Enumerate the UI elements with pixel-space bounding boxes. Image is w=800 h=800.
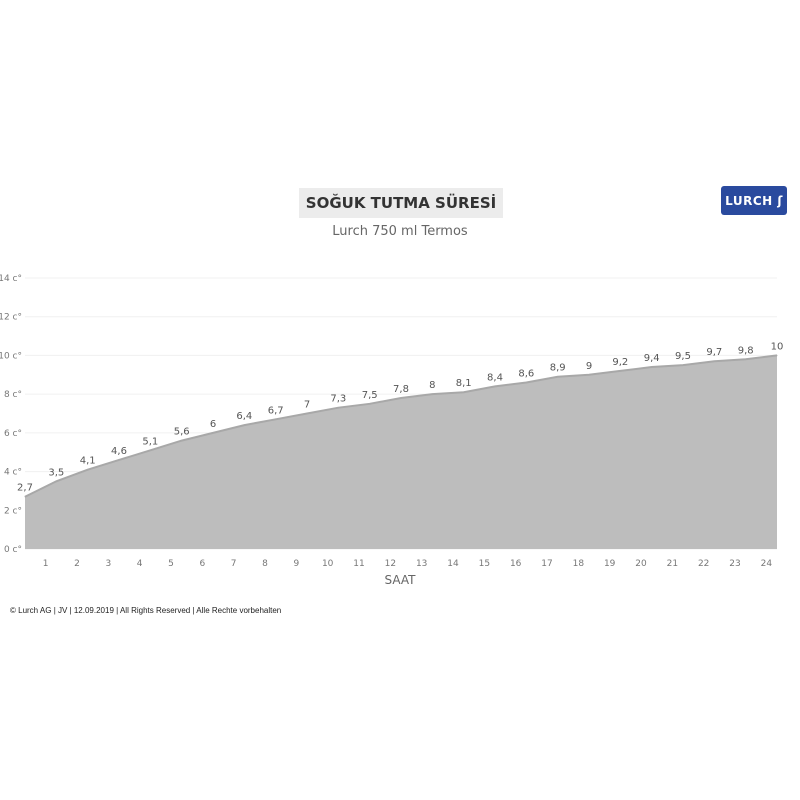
data-point bbox=[463, 391, 465, 393]
y-tick-label: 14 c° bbox=[0, 274, 22, 284]
lurch-logo: LURCH ʃ bbox=[721, 186, 787, 215]
lizard-icon: ʃ bbox=[777, 193, 783, 208]
data-label: 6,4 bbox=[236, 411, 252, 422]
data-label: 7,5 bbox=[362, 390, 378, 401]
data-point bbox=[400, 397, 402, 399]
x-tick-label: 15 bbox=[479, 559, 490, 569]
x-tick-label: 2 bbox=[74, 559, 80, 569]
data-point bbox=[275, 418, 277, 420]
data-label: 9,8 bbox=[738, 345, 754, 356]
data-point bbox=[243, 424, 245, 426]
data-label: 5,6 bbox=[174, 427, 190, 438]
y-tick-label: 12 c° bbox=[0, 313, 22, 323]
data-label: 6,7 bbox=[268, 405, 284, 416]
data-point bbox=[745, 358, 747, 360]
data-point bbox=[494, 385, 496, 387]
data-label: 7 bbox=[304, 400, 310, 411]
x-tick-label: 9 bbox=[293, 559, 299, 569]
chart-title: SOĞUK TUTMA SÜRESİ bbox=[299, 188, 503, 218]
data-label: 9 bbox=[586, 361, 592, 372]
chart-subtitle: Lurch 750 ml Termos bbox=[332, 224, 468, 239]
y-tick-label: 4 c° bbox=[4, 468, 22, 478]
data-label: 4,6 bbox=[111, 446, 127, 457]
data-label: 9,5 bbox=[675, 351, 691, 362]
x-tick-label: 4 bbox=[137, 559, 143, 569]
x-tick-label: 18 bbox=[573, 559, 585, 569]
data-point bbox=[337, 407, 339, 409]
data-point bbox=[557, 376, 559, 378]
y-tick-label: 8 c° bbox=[4, 390, 22, 400]
data-label: 8,9 bbox=[550, 363, 566, 374]
x-tick-label: 13 bbox=[416, 559, 427, 569]
x-axis-label: SAAT bbox=[385, 573, 417, 587]
data-point bbox=[776, 354, 778, 356]
logo-text: LURCH bbox=[725, 193, 773, 208]
data-label: 8,1 bbox=[456, 378, 472, 389]
data-point bbox=[181, 440, 183, 442]
data-label: 9,7 bbox=[706, 347, 722, 358]
y-tick-label: 0 c° bbox=[4, 545, 22, 555]
data-label: 4,1 bbox=[80, 456, 96, 467]
data-point bbox=[713, 360, 715, 362]
x-tick-label: 8 bbox=[262, 559, 268, 569]
data-label: 9,4 bbox=[644, 353, 660, 364]
data-point bbox=[525, 382, 527, 384]
x-tick-label: 5 bbox=[168, 559, 174, 569]
data-point bbox=[87, 469, 89, 471]
x-tick-label: 16 bbox=[510, 559, 522, 569]
data-label: 6 bbox=[210, 419, 216, 430]
y-tick-label: 2 c° bbox=[4, 506, 22, 516]
data-label: 5,1 bbox=[142, 436, 158, 447]
data-point bbox=[149, 449, 151, 451]
data-label: 2,7 bbox=[17, 483, 33, 494]
x-tick-label: 14 bbox=[447, 559, 459, 569]
x-tick-label: 19 bbox=[604, 559, 616, 569]
x-tick-label: 7 bbox=[231, 559, 237, 569]
data-point bbox=[55, 480, 57, 482]
x-tick-label: 24 bbox=[761, 559, 773, 569]
data-point bbox=[619, 370, 621, 372]
x-tick-label: 11 bbox=[353, 559, 364, 569]
data-label: 8,4 bbox=[487, 372, 503, 383]
data-point bbox=[369, 403, 371, 405]
copyright-footer: © Lurch AG | JV | 12.09.2019 | All Right… bbox=[10, 606, 282, 615]
data-label: 3,5 bbox=[48, 467, 64, 478]
x-tick-label: 21 bbox=[667, 559, 678, 569]
data-point bbox=[431, 393, 433, 395]
x-tick-label: 1 bbox=[43, 559, 49, 569]
area-fill bbox=[25, 355, 777, 549]
data-label: 7,3 bbox=[330, 394, 346, 405]
data-point bbox=[682, 364, 684, 366]
y-tick-label: 6 c° bbox=[4, 429, 22, 439]
x-tick-label: 22 bbox=[698, 559, 709, 569]
y-tick-label: 10 c° bbox=[0, 351, 22, 361]
x-tick-label: 23 bbox=[729, 559, 740, 569]
x-tick-label: 6 bbox=[199, 559, 205, 569]
data-point bbox=[118, 459, 120, 461]
x-tick-label: 3 bbox=[105, 559, 111, 569]
data-label: 10 bbox=[771, 341, 784, 352]
data-label: 7,8 bbox=[393, 384, 409, 395]
data-point bbox=[24, 496, 26, 498]
data-label: 8 bbox=[429, 380, 435, 391]
x-tick-label: 20 bbox=[635, 559, 647, 569]
x-tick-label: 12 bbox=[385, 559, 396, 569]
data-label: 8,6 bbox=[518, 369, 534, 380]
data-point bbox=[651, 366, 653, 368]
data-point bbox=[588, 374, 590, 376]
x-tick-label: 10 bbox=[322, 559, 334, 569]
data-point bbox=[212, 432, 214, 434]
data-point bbox=[306, 413, 308, 414]
data-label: 9,2 bbox=[612, 357, 628, 368]
x-tick-label: 17 bbox=[541, 559, 552, 569]
